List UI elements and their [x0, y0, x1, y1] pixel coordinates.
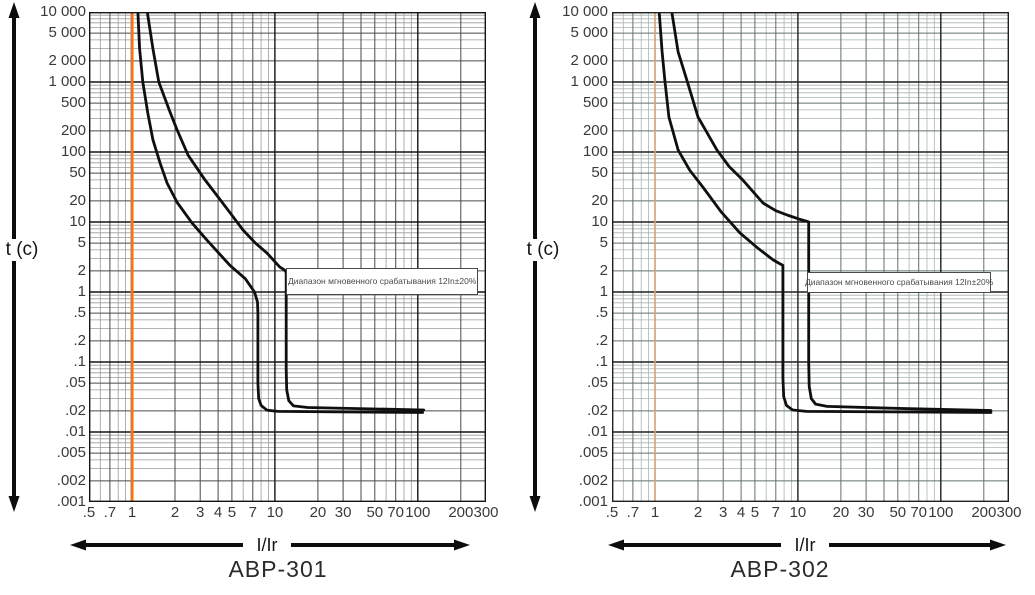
x-tick-label: 3	[196, 504, 205, 521]
y-tick-label: 10 000	[562, 3, 608, 20]
x-tick-label: 100	[405, 504, 431, 521]
x-tick-label: 10	[789, 504, 807, 521]
x-tick-label: 300	[473, 504, 499, 521]
y-tick-label: 200	[60, 121, 86, 139]
y-tick-label: 100	[60, 143, 86, 160]
y-tick-label: 20	[591, 191, 608, 209]
y-tick-label: .5	[595, 304, 608, 322]
y-tick-label: 1	[77, 283, 86, 300]
plot-border	[612, 12, 1009, 502]
x-tick-label: 100	[928, 504, 954, 521]
x-tick-label: 200	[971, 504, 997, 521]
y-tick-label: .02	[65, 401, 86, 419]
min-trip-curve	[136, 12, 424, 414]
x-tick-label: 5	[227, 504, 237, 521]
y-tick-label: 20	[69, 191, 86, 209]
x-tick-label: 2	[170, 504, 180, 521]
x-axis-title: I/Ir	[243, 536, 291, 554]
y-tick-label: .05	[65, 374, 86, 392]
y-tick-label: 1 000	[48, 73, 86, 90]
chart-title: АВР-301	[228, 556, 328, 582]
min-trip-curve	[657, 12, 993, 414]
y-tick-label: 1	[599, 283, 608, 300]
y-tick-label: 2	[77, 261, 86, 279]
y-tick-label: .1	[595, 353, 608, 370]
y-tick-label: 5	[599, 234, 608, 252]
x-tick-label: .7	[103, 504, 117, 521]
x-tick-label: 20	[832, 504, 850, 521]
x-axis-title: I/Ir	[781, 536, 829, 554]
y-tick-label: 50	[69, 164, 86, 182]
x-tick-label: 4	[213, 504, 223, 521]
y-tick-label: 1 000	[570, 73, 608, 90]
plot-area	[89, 12, 486, 502]
x-tick-label: 7	[771, 504, 780, 521]
max-trip-curve	[670, 12, 993, 412]
plot-border	[89, 12, 486, 502]
gridlines-minor	[612, 12, 1009, 502]
x-tick-label: 7	[248, 504, 257, 521]
x-tick-label: 70	[910, 504, 928, 521]
max-trip-curve	[145, 12, 426, 412]
y-tick-label: .01	[587, 423, 608, 440]
x-tick-label: 3	[719, 504, 728, 521]
x-tick-label: .7	[626, 504, 640, 521]
x-tick-label: 4	[736, 504, 746, 521]
x-tick-label: 30	[857, 504, 875, 521]
y-tick-label: 2 000	[48, 51, 86, 69]
gridlines-mid	[612, 12, 1009, 502]
y-tick-label: 500	[60, 94, 86, 112]
y-tick-label: .001	[56, 493, 86, 510]
x-tick-label: 300	[996, 504, 1022, 521]
y-tick-label: .05	[587, 374, 608, 392]
y-tick-label: 50	[591, 164, 608, 182]
y-tick-label: 200	[582, 121, 608, 139]
y-tick-label: 10	[69, 213, 86, 230]
x-tick-label: .5	[605, 504, 619, 521]
y-tick-label: 5	[77, 234, 86, 252]
chart-title: АВР-302	[730, 556, 830, 582]
x-tick-label: 20	[309, 504, 327, 521]
y-tick-label: 10 000	[40, 3, 86, 20]
x-tick-label: 50	[889, 504, 907, 521]
y-tick-label: .001	[578, 493, 608, 510]
y-tick-label: .01	[65, 423, 86, 440]
y-tick-label: .2	[73, 331, 86, 349]
plot-area	[612, 12, 1009, 502]
instantaneous-trip-annotation: Диапазон мгновенного срабатывания 12In±2…	[286, 268, 479, 295]
y-tick-label: 100	[582, 143, 608, 160]
y-tick-label: .005	[56, 444, 86, 462]
y-tick-label: .5	[73, 304, 86, 322]
y-axis-title: t (c)	[0, 239, 44, 261]
y-tick-label: 5 000	[570, 24, 608, 42]
y-tick-label: 500	[582, 94, 608, 112]
y-tick-label: .2	[595, 331, 608, 349]
y-tick-label: .002	[578, 471, 608, 489]
x-tick-label: 70	[387, 504, 405, 521]
x-tick-label: 5	[750, 504, 760, 521]
x-tick-label: 50	[366, 504, 384, 521]
x-tick-label: 200	[448, 504, 474, 521]
x-tick-label: 30	[334, 504, 352, 521]
x-tick-label: 10	[266, 504, 284, 521]
y-tick-label: .02	[587, 401, 608, 419]
y-tick-label: 10	[591, 213, 608, 230]
x-tick-label: 1	[650, 504, 660, 521]
y-tick-label: 2	[599, 261, 608, 279]
x-tick-label: 2	[693, 504, 703, 521]
gridlines-major	[89, 12, 486, 502]
y-tick-label: .005	[578, 444, 608, 462]
y-axis-title: t (c)	[521, 239, 565, 261]
y-tick-label: 5 000	[48, 24, 86, 42]
x-tick-label: .5	[82, 504, 96, 521]
y-tick-label: 2 000	[570, 51, 608, 69]
y-tick-label: .1	[73, 353, 86, 370]
instantaneous-trip-annotation: Диапазон мгновенного срабатывания 12In±2…	[805, 272, 993, 293]
y-tick-label: .002	[56, 471, 86, 489]
x-tick-label: 1	[127, 504, 137, 521]
